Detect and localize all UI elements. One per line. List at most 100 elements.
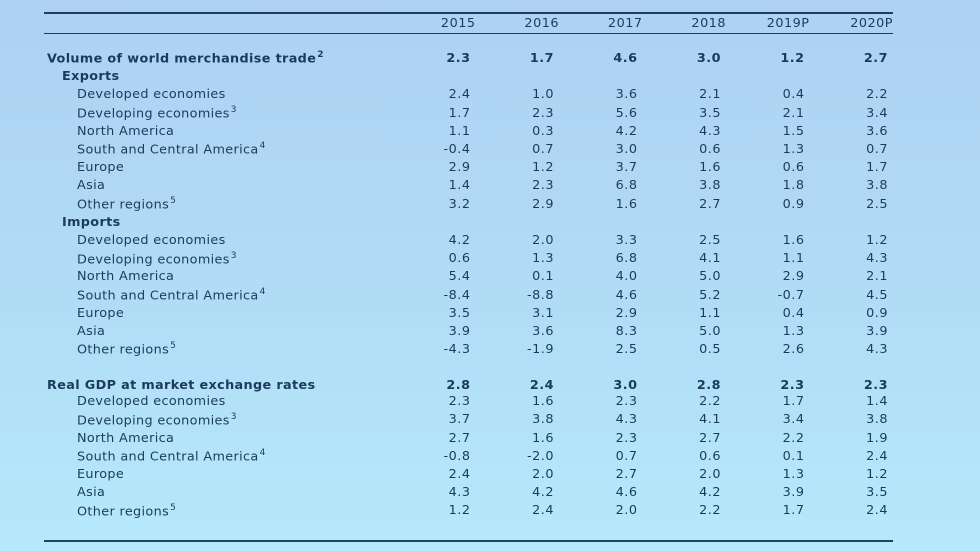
row-label-text: Asia — [77, 323, 106, 339]
table-row: North America 1.1 0.3 4.2 4.3 1.5 3.6 — [44, 122, 893, 140]
table-row: Real GDP at market exchange rates 2.8 2.4 3… — [44, 359, 893, 393]
value-cell: 2.3 — [863, 377, 888, 393]
value-cell: 1.6 — [532, 394, 554, 410]
header-spacer — [44, 33, 893, 50]
row-label: Developing economies3 — [44, 104, 392, 122]
value-cell: 2.9 — [615, 305, 638, 321]
table-row: Developing economies3 0.6 1.3 6.8 4.1 1.1 4.3 — [44, 250, 893, 268]
table-row: North America 2.7 1.6 2.3 2.7 2.2 1.9 — [44, 429, 893, 447]
value-cell: 3.8 — [866, 412, 888, 428]
value-cell: 2.9 — [448, 160, 471, 176]
value-cell: -0.4 — [443, 142, 471, 158]
value-cell: 5.6 — [615, 105, 638, 121]
value-cell: 3.2 — [448, 196, 471, 212]
value-cell: 8.3 — [615, 323, 638, 339]
row-label: Developing economies3 — [44, 411, 392, 429]
value-cell: -0.8 — [443, 448, 471, 464]
value-cell: 1.2 — [780, 51, 805, 67]
table-row: South and Central America4 -0.8 -2.0 0.7 0.6… — [44, 447, 893, 465]
value-cell: 2.3 — [532, 105, 554, 121]
value-cell: 1.8 — [782, 178, 805, 194]
row-label-text: North America — [77, 269, 175, 285]
value-cell: 1.1 — [782, 251, 805, 267]
table-row: Exports — [44, 68, 893, 86]
row-label-text: North America — [77, 430, 175, 446]
table-row: North America 5.4 0.1 4.0 5.0 2.9 2.1 — [44, 268, 893, 286]
table-row: Volume of world merchandise trade2 2.3 1.7… — [44, 50, 893, 68]
value-cell: 2.5 — [866, 196, 888, 212]
value-cell: 3.4 — [782, 412, 805, 428]
row-label: Asia — [44, 177, 392, 195]
row-label: Europe — [44, 159, 392, 177]
value-cell: 2.1 — [699, 87, 721, 103]
footnote-marker: 3 — [230, 105, 237, 116]
table-row: Developed economies 2.4 1.0 3.6 2.1 0.4 2.2 — [44, 86, 893, 104]
value-cell: 2.3 — [446, 51, 471, 67]
row-label: Real GDP at market exchange rates — [44, 359, 392, 393]
value-cell: -8.4 — [443, 287, 471, 303]
value-cell: 2.0 — [615, 503, 638, 519]
value-cell: 2.2 — [782, 430, 805, 446]
column-header-2020p: 2020P — [809, 12, 893, 34]
value-cell: 2.0 — [532, 232, 554, 248]
value-cell: -0.7 — [777, 287, 805, 303]
value-cell: 1.3 — [782, 467, 805, 483]
value-cell: 0.3 — [532, 123, 554, 139]
value-cell: 4.3 — [866, 342, 888, 358]
value-cell: 2.4 — [448, 467, 471, 483]
value-cell — [643, 213, 727, 231]
value-cell: 3.8 — [699, 178, 721, 194]
row-label: Developed economies — [44, 86, 392, 104]
footnote-marker: 3 — [230, 411, 237, 422]
footnote-marker: 4 — [259, 141, 266, 152]
value-cell: 4.3 — [448, 485, 471, 501]
value-cell: 3.8 — [532, 412, 554, 428]
value-cell: 6.8 — [615, 178, 638, 194]
value-cell: 3.5 — [866, 485, 888, 501]
header-corner-cell — [44, 12, 392, 34]
value-cell: 2.3 — [448, 394, 471, 410]
value-cell: 4.0 — [615, 269, 638, 285]
value-cell: 3.8 — [866, 178, 888, 194]
value-cell: 2.2 — [699, 394, 721, 410]
value-cell: 4.3 — [615, 412, 638, 428]
value-cell: 4.1 — [699, 412, 721, 428]
table-row: Europe 3.5 3.1 2.9 1.1 0.4 0.9 — [44, 304, 893, 322]
value-cell: 1.7 — [529, 51, 554, 67]
table-row: Europe 2.4 2.0 2.7 2.0 1.3 1.2 — [44, 465, 893, 483]
value-cell: 2.1 — [866, 269, 888, 285]
row-label-text: Developing economies — [77, 106, 230, 122]
table-row: Developing economies3 3.7 3.8 4.3 4.1 3.4 3.8 — [44, 411, 893, 429]
value-cell: 4.2 — [532, 485, 554, 501]
value-cell: 0.6 — [699, 142, 721, 158]
row-label-text: Asia — [77, 485, 106, 501]
value-cell: 2.4 — [866, 503, 888, 519]
value-cell: 2.5 — [699, 232, 721, 248]
row-label-text: Exports — [62, 69, 120, 85]
value-cell — [392, 68, 476, 86]
value-cell: 2.9 — [782, 269, 805, 285]
row-label-text: Other regions — [77, 197, 170, 213]
value-cell: 3.5 — [448, 305, 471, 321]
value-cell: 1.5 — [782, 123, 805, 139]
value-cell: 2.7 — [699, 430, 721, 446]
row-label: Other regions5 — [44, 195, 392, 213]
value-cell: 5.2 — [699, 287, 721, 303]
value-cell: 1.4 — [448, 178, 471, 194]
value-cell: 1.2 — [866, 467, 888, 483]
row-label-text: Real GDP at market exchange rates — [47, 377, 316, 393]
row-label-text: South and Central America — [77, 288, 259, 304]
value-cell: 2.2 — [866, 87, 888, 103]
value-cell: 2.4 — [532, 503, 554, 519]
value-cell: 3.0 — [696, 51, 721, 67]
value-cell: 0.7 — [532, 142, 554, 158]
row-label-text: Europe — [77, 305, 125, 321]
row-label: North America — [44, 429, 392, 447]
value-cell: 3.0 — [613, 377, 638, 393]
value-cell: 0.5 — [699, 342, 721, 358]
row-label: North America — [44, 268, 392, 286]
value-cell: 3.1 — [532, 305, 554, 321]
value-cell — [559, 213, 643, 231]
value-cell: 0.6 — [448, 251, 471, 267]
row-label-text: Developing economies — [77, 413, 230, 429]
